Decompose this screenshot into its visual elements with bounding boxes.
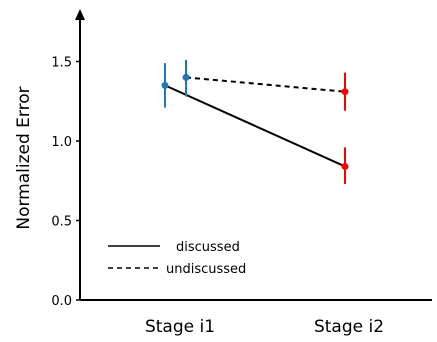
y-axis-label: Normalized Error [14,86,34,229]
axes [75,9,432,301]
y-axis-arrow [75,9,85,20]
y-tick-label: 1.0 [51,135,72,150]
legend: discussed undiscussed [108,240,246,277]
y-tick-label: 0.0 [51,294,72,309]
y-tick-label: 0.5 [51,215,72,230]
data-point [182,73,190,81]
y-ticks: 0.0 0.5 1.0 1.5 [51,56,80,309]
series-layer [161,59,349,184]
series-line-discussed [164,84,346,168]
y-tick-label: 1.5 [51,56,72,71]
data-point [341,162,349,170]
series-line-undiscussed [185,76,346,93]
data-point [341,88,349,96]
legend-label-undiscussed: undiscussed [166,262,246,277]
data-point [161,81,169,89]
x-tick-label: Stage i1 [145,317,215,337]
x-ticks: Stage i1 Stage i2 [145,317,384,337]
x-tick-label: Stage i2 [314,317,384,337]
legend-label-discussed: discussed [176,240,240,255]
